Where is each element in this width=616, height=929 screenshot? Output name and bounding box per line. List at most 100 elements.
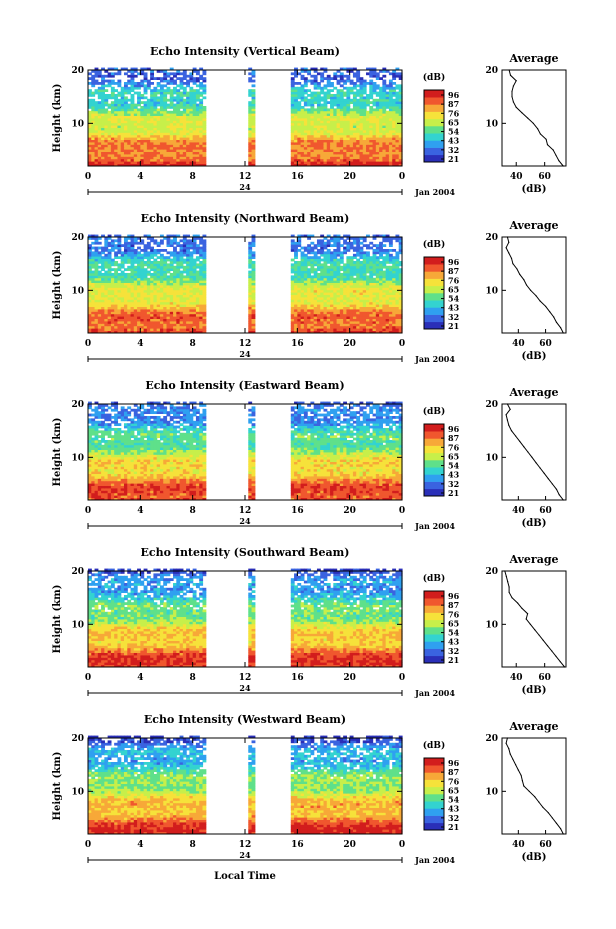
heatmap-cell (130, 110, 135, 114)
heatmap-cell (123, 156, 128, 160)
heatmap-cell (199, 108, 204, 112)
heatmap-cell (362, 139, 367, 143)
profile-x-tick-label: 40 (510, 172, 523, 182)
heatmap-cell (150, 132, 155, 136)
heatmap-cell (330, 258, 334, 262)
heatmap-cell (336, 156, 341, 160)
heatmap-cell (150, 297, 155, 300)
heatmap-cell (369, 325, 374, 329)
heatmap-cell (290, 323, 295, 327)
heatmap-cell (94, 313, 99, 317)
heatmap-cell (395, 127, 400, 131)
heatmap-cell (336, 146, 341, 150)
heatmap-cell (290, 328, 295, 331)
heatmap-cell (388, 328, 393, 331)
heatmap-cell (297, 130, 302, 133)
heatmap-cell (395, 137, 400, 140)
heatmap-cell (189, 110, 194, 114)
heatmap-cell (326, 294, 331, 298)
heatmap-cell (369, 292, 374, 295)
heatmap-cell (366, 294, 370, 298)
heatmap-cell (104, 98, 109, 102)
heatmap-cell (366, 299, 370, 303)
heatmap-cell (153, 98, 158, 102)
heatmap-cell (137, 125, 141, 128)
heatmap-cell (120, 89, 125, 92)
heatmap-cell (107, 297, 112, 300)
heatmap-cell (179, 82, 184, 85)
heatmap-cell (146, 115, 151, 119)
heatmap-cell (114, 96, 119, 100)
heatmap-cell (123, 328, 128, 331)
heatmap-cell (297, 328, 302, 331)
heatmap-cell (379, 313, 383, 317)
heatmap-cell (392, 125, 397, 128)
heatmap-cell (150, 261, 155, 264)
heatmap-cell (290, 161, 295, 164)
heatmap-cell (330, 328, 334, 331)
heatmap-cell (91, 110, 96, 114)
heatmap-cell (110, 144, 115, 148)
heatmap-cell (182, 108, 187, 112)
heatmap-cell (137, 273, 141, 276)
heatmap-cell (333, 294, 338, 298)
heatmap-cell (143, 321, 148, 324)
heatmap-cell (114, 261, 119, 264)
heatmap-cell (123, 134, 128, 138)
heatmap-cell (388, 256, 393, 259)
heatmap-cell (392, 270, 397, 274)
heatmap-cell (346, 328, 351, 331)
heatmap-cell (313, 318, 318, 322)
heatmap-cell (101, 285, 105, 288)
heatmap-cell (114, 328, 119, 331)
heatmap-cell (101, 86, 105, 90)
heatmap-cell (372, 299, 377, 303)
heatmap-cell (173, 108, 177, 112)
heatmap-cell (186, 120, 190, 124)
heatmap-cell (156, 265, 161, 269)
heatmap-cell (303, 137, 308, 140)
heatmap-cell (369, 261, 374, 264)
heatmap-cell (156, 294, 161, 298)
heatmap-cell (388, 144, 393, 148)
heatmap-cell (88, 151, 92, 155)
heatmap-cell (166, 132, 171, 136)
heatmap-cell (323, 287, 328, 291)
heatmap-cell (303, 306, 308, 310)
heatmap-cell (359, 325, 364, 329)
heatmap-cell (385, 304, 390, 307)
heatmap-cell (179, 316, 184, 319)
heatmap-cell (156, 122, 161, 126)
heatmap-cell (336, 127, 341, 131)
heatmap-cell (156, 82, 161, 85)
heatmap-cell (166, 256, 171, 259)
heatmap-cell (199, 263, 204, 267)
heatmap-cell (313, 84, 318, 88)
heatmap-cell (120, 304, 125, 307)
heatmap-cell (388, 82, 393, 85)
heatmap-cell (163, 163, 168, 167)
heatmap-cell (169, 156, 174, 160)
heatmap-cell (346, 263, 351, 267)
heatmap-cell (297, 144, 302, 148)
heatmap-cell (127, 125, 132, 128)
heatmap-cell (137, 142, 141, 145)
heatmap-cell (127, 132, 132, 136)
heatmap-cell (94, 122, 99, 126)
heatmap-cell (346, 94, 351, 97)
heatmap-cell (110, 163, 115, 167)
heatmap-cell (137, 253, 141, 257)
heatmap-cell (104, 144, 109, 148)
heatmap-cell (163, 292, 168, 295)
heatmap-cell (300, 84, 305, 88)
heatmap-cell (323, 265, 328, 269)
heatmap-cell (294, 82, 298, 85)
heatmap-cell (372, 118, 377, 121)
heatmap-cell (189, 294, 194, 298)
heatmap-cell (94, 258, 99, 262)
heatmap-cell (248, 154, 253, 157)
heatmap-cell (346, 258, 351, 262)
heatmap-cell (359, 156, 364, 160)
heatmap-cell (356, 289, 361, 293)
heatmap-cell (199, 273, 204, 276)
